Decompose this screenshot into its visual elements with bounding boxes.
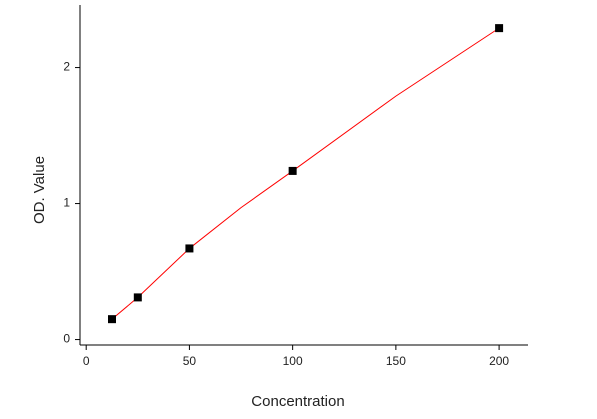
data-point [108,315,116,324]
x-tick-label: 150 [386,354,406,368]
data-point [185,244,194,253]
y-axis-title: OD. Value [31,156,48,224]
x-tick-label: 100 [283,354,303,368]
x-tick-label: 0 [83,354,90,368]
data-point [133,293,142,302]
y-tick-label: 2 [63,60,70,74]
x-tick-label: 200 [489,354,509,368]
x-axis-title: Concentration [251,393,344,410]
y-tick-label: 1 [63,196,70,210]
x-tick-label: 50 [183,354,197,368]
fit-curve [111,27,500,320]
data-point [288,166,297,175]
data-point [495,24,504,33]
y-tick-label: 0 [63,332,70,346]
